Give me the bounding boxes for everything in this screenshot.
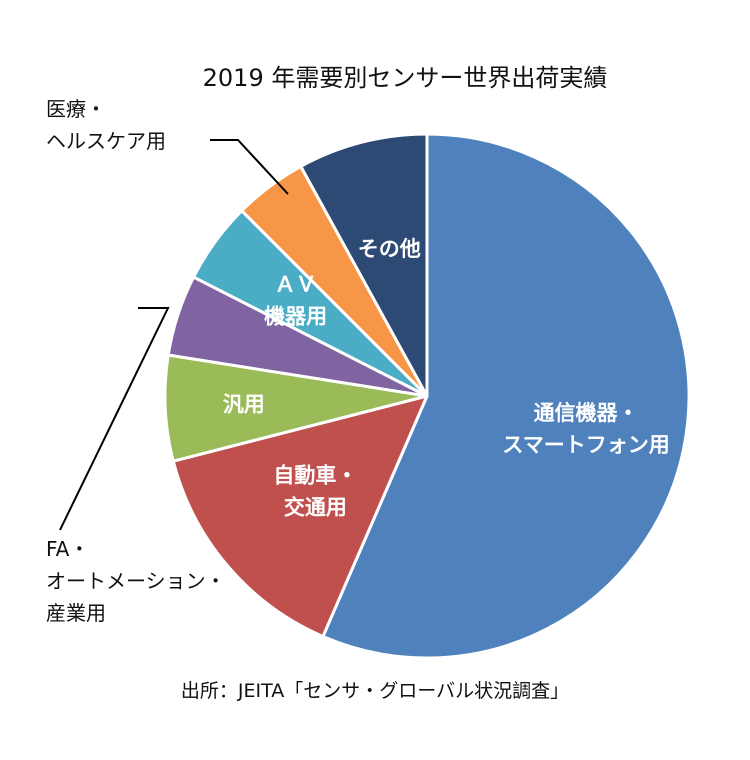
pie-slice-2 bbox=[171, 394, 429, 638]
slice-label-4: FA・オートメーション・産業用 bbox=[46, 537, 226, 625]
leader-line-6 bbox=[210, 139, 289, 195]
slice-label-2: 自動車・交通用 bbox=[273, 463, 357, 519]
leader-line-4 bbox=[59, 307, 170, 531]
chart-source: 出所：JEITA「センサ・グローバル状況調査」 bbox=[180, 680, 570, 702]
slice-label-1: 通信機器・スマートフォン用 bbox=[502, 401, 669, 457]
pie-slice-1 bbox=[321, 132, 691, 660]
pie-slice-7 bbox=[299, 132, 429, 398]
slice-label-5: ＡＶ機器用 bbox=[264, 273, 327, 329]
slice-label-7: その他 bbox=[358, 237, 421, 261]
slice-label-3: 汎用 bbox=[223, 393, 265, 417]
slice-label-6: 医療・ヘルスケア用 bbox=[46, 97, 166, 153]
chart-title: 2019 年需要別センサー世界出荷実績 bbox=[202, 64, 608, 92]
